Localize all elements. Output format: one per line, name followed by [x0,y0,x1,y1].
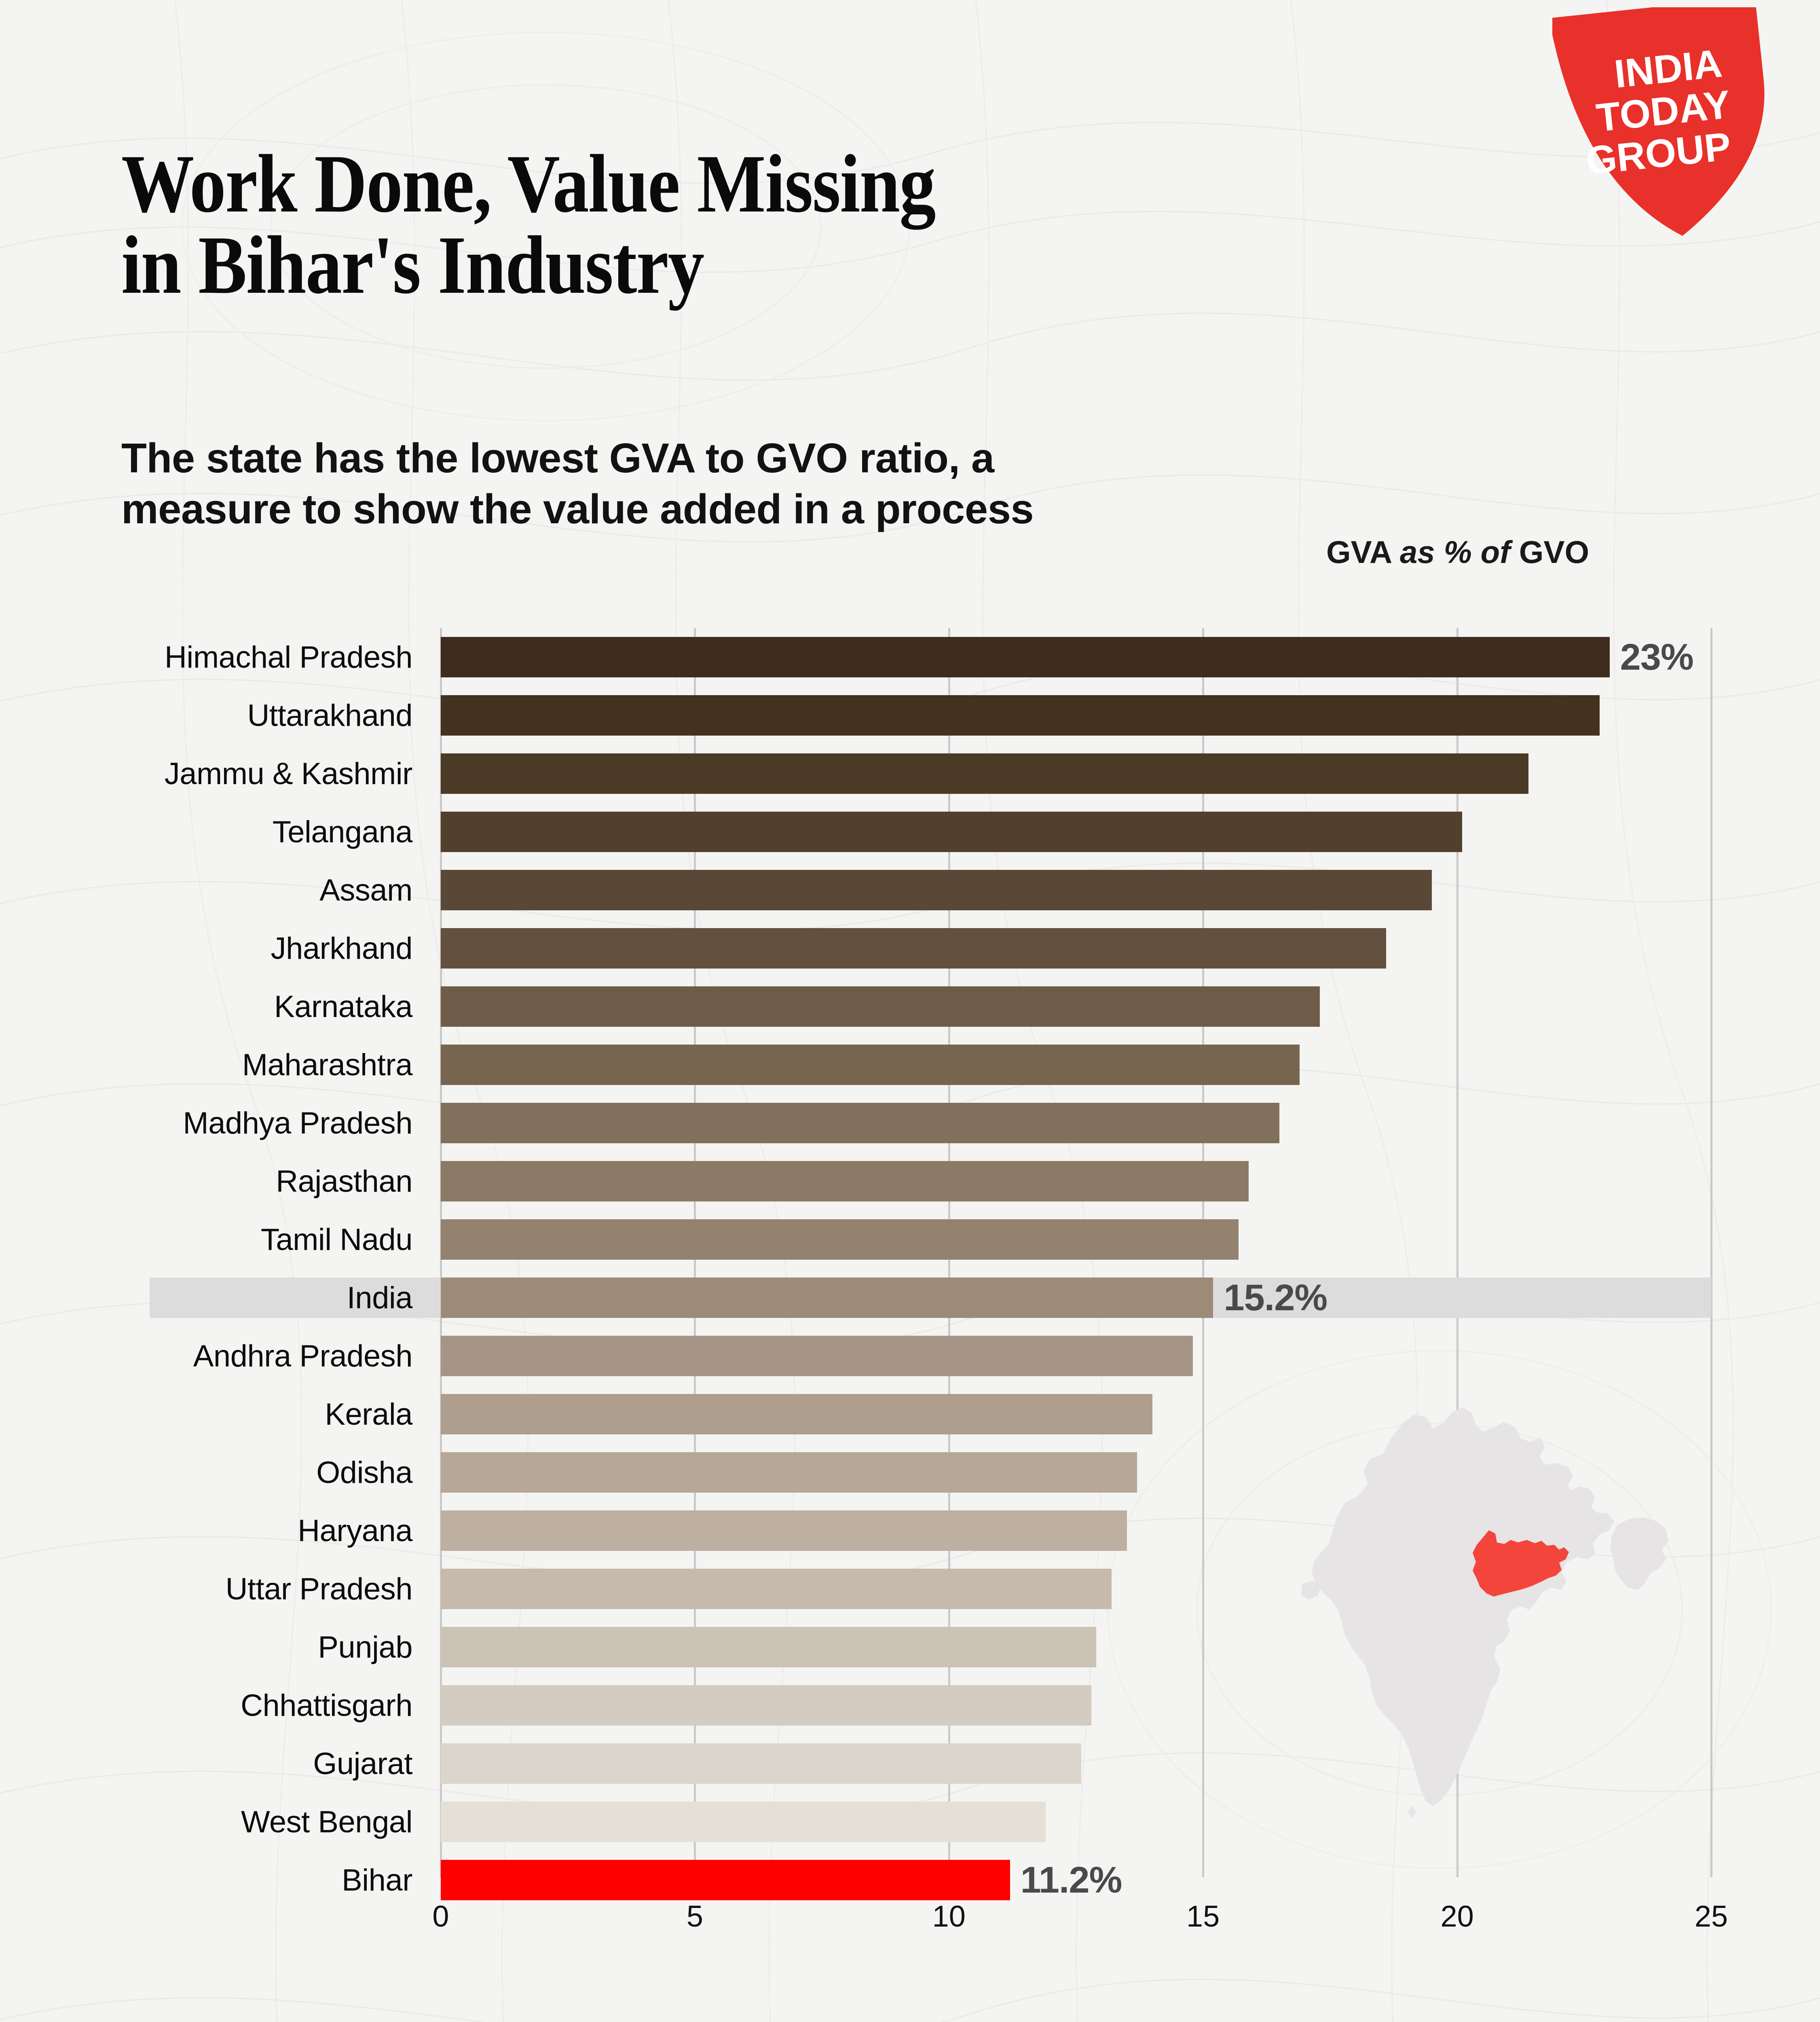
axis-title-pre: GVA [1326,534,1400,570]
bar-row[interactable]: Telangana [273,803,1711,861]
bar[interactable] [441,1743,1081,1784]
bar-row[interactable]: Rajasthan [276,1152,1711,1210]
bar-category-label: Madhya Pradesh [183,1106,412,1140]
bar-row[interactable]: Madhya Pradesh [183,1094,1711,1152]
bar[interactable] [441,1627,1097,1667]
bar-value-label: 23% [1620,636,1694,678]
bar[interactable] [441,695,1600,736]
bar-category-label: Uttar Pradesh [225,1571,413,1606]
bar-category-label: Andhra Pradesh [193,1339,413,1373]
bar[interactable] [441,1510,1127,1551]
bar-row[interactable]: Uttarakhand [247,686,1711,745]
bar-category-label: Karnataka [274,989,412,1024]
bar[interactable] [441,1219,1239,1260]
bar-category-label: Uttarakhand [247,698,412,733]
x-tick-label: 20 [1440,1899,1474,1933]
bar[interactable] [441,1161,1249,1201]
bar-category-label: Himachal Pradesh [165,640,412,675]
bar[interactable] [441,1103,1279,1143]
bar-row[interactable]: Maharashtra [242,1036,1711,1094]
bar-row[interactable]: Jammu & Kashmir [165,745,1711,803]
bar-category-label: Bihar [342,1863,412,1897]
bar[interactable] [441,928,1386,969]
bar[interactable] [441,1685,1091,1726]
x-tick-label: 15 [1186,1899,1220,1933]
bar-row[interactable]: India 15.2% [150,1269,1711,1327]
bar-category-label: Odisha [316,1455,412,1490]
bar[interactable] [441,1277,1213,1318]
bar[interactable] [441,1394,1152,1434]
bar[interactable] [441,1452,1137,1493]
bar-category-label: Chhattisgarh [241,1688,412,1723]
bar-category-label: Tamil Nadu [260,1222,413,1257]
bar-category-label: India [347,1280,413,1315]
bar-category-label: Rajasthan [276,1164,412,1199]
india-map [1262,1363,1694,1840]
x-tick-label: 25 [1694,1899,1728,1933]
bar-category-label: Punjab [318,1630,412,1665]
axis-title: GVA as % of GVO [1326,534,1589,571]
x-tick-label: 5 [686,1899,703,1933]
bar[interactable] [441,1802,1046,1842]
bar-category-label: Assam [319,873,412,907]
x-axis: 0 5 10 15 20 25 [432,1880,1728,1944]
bar[interactable] [441,753,1528,794]
x-tick-label: 10 [932,1899,966,1933]
bar[interactable] [441,1336,1193,1376]
bar-category-label: Jharkhand [271,931,413,966]
bar-row[interactable]: Assam [319,861,1711,919]
bar[interactable] [441,1045,1300,1085]
bar-category-label: Telangana [272,814,413,849]
axis-title-post: GVO [1519,534,1590,570]
bar[interactable] [441,637,1610,677]
bar-category-label: Kerala [325,1397,412,1432]
bar-category-label: Jammu & Kashmir [164,756,413,791]
bar-row[interactable]: Jharkhand [271,919,1711,977]
bar[interactable] [441,1569,1112,1609]
axis-title-italic: as % of [1400,534,1519,570]
bar-category-label: Haryana [298,1513,412,1548]
bar-row[interactable]: Himachal Pradesh 23% [165,628,1711,686]
bar-category-label: Gujarat [313,1746,412,1781]
bar-row[interactable]: Karnataka [274,977,1711,1036]
bar[interactable] [441,812,1463,852]
bar[interactable] [441,986,1320,1027]
india-map-base [1301,1407,1668,1818]
bar[interactable] [441,870,1432,910]
bar-category-label: Maharashtra [242,1047,413,1082]
x-tick-label: 0 [432,1899,449,1933]
bar-row[interactable]: Tamil Nadu [261,1210,1711,1269]
bar-value-label: 15.2% [1224,1277,1327,1318]
bar-category-label: West Bengal [241,1804,413,1839]
